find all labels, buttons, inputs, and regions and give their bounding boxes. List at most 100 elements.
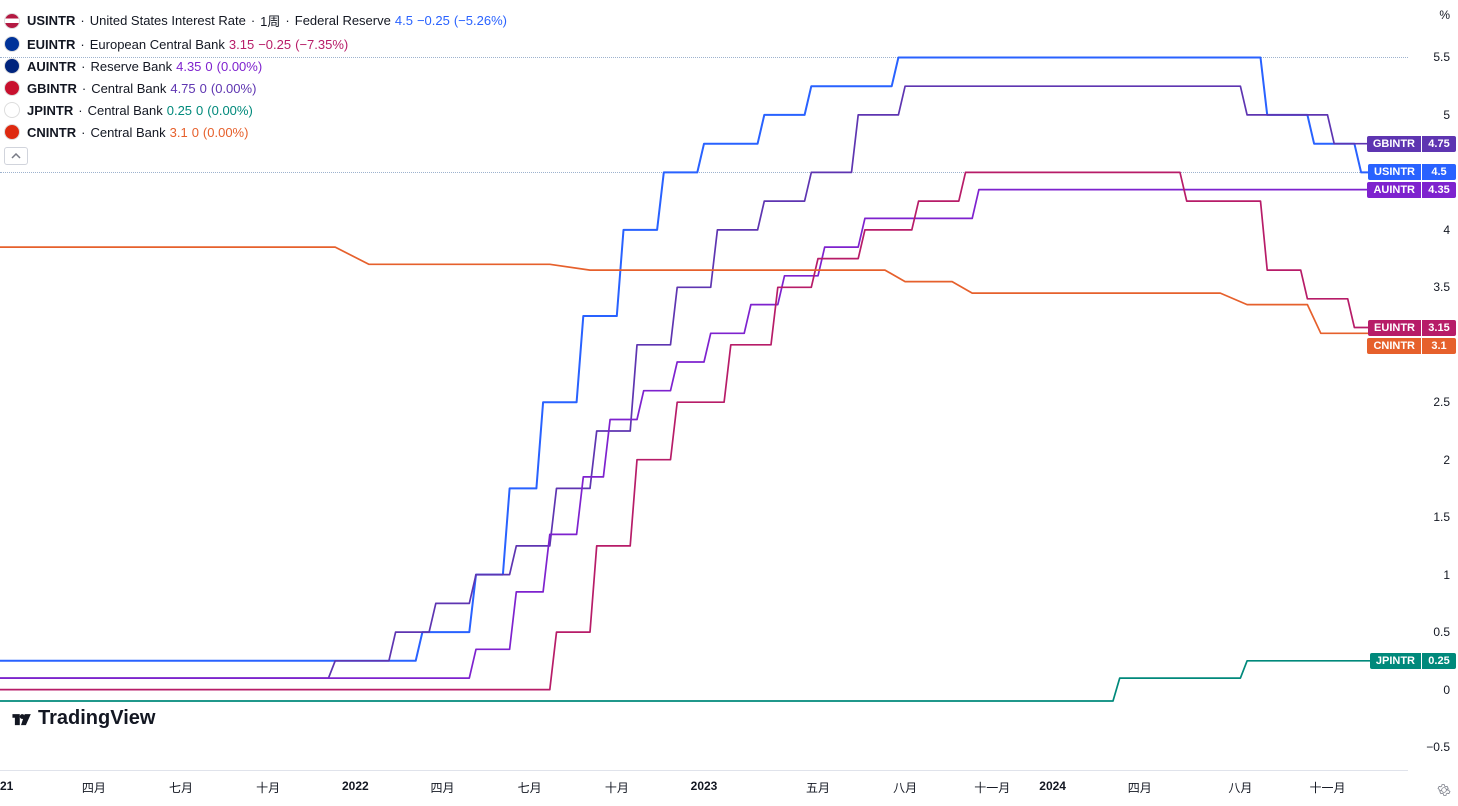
legend-pct: (0.00%) bbox=[217, 59, 263, 74]
legend-row-jpintr[interactable]: JPINTR·Central Bank 0.25 0 (0.00%) bbox=[4, 99, 507, 121]
legend-desc: Central Bank bbox=[90, 125, 165, 140]
price-badge-auintr[interactable]: AUINTR4.35 bbox=[1367, 182, 1456, 198]
price-badge-value: 3.1 bbox=[1422, 338, 1456, 354]
y-tick: 3.5 bbox=[1433, 280, 1450, 294]
price-badge-value: 4.75 bbox=[1422, 136, 1456, 152]
legend-row-primary[interactable]: USINTR · United States Interest Rate · 1… bbox=[4, 8, 507, 33]
price-badge-symbol: JPINTR bbox=[1370, 653, 1421, 669]
x-tick: 十月 bbox=[605, 779, 629, 796]
price-badge-value: 3.15 bbox=[1422, 320, 1456, 336]
price-badge-jpintr[interactable]: JPINTR0.25 bbox=[1370, 653, 1456, 669]
x-tick: 2024 bbox=[1039, 779, 1066, 793]
legend-pct: (0.00%) bbox=[207, 103, 253, 118]
legend-desc: United States Interest Rate bbox=[90, 13, 246, 28]
x-tick: 四月 bbox=[1128, 779, 1152, 796]
legend-change: 0 bbox=[196, 103, 203, 118]
x-tick: 十一月 bbox=[1310, 779, 1346, 796]
legend-value: 4.35 bbox=[176, 59, 201, 74]
legend-change: −0.25 bbox=[258, 37, 291, 52]
price-badge-symbol: AUINTR bbox=[1367, 182, 1421, 198]
legend-symbol: EUINTR bbox=[27, 37, 75, 52]
flag-icon bbox=[4, 124, 20, 140]
price-badge-gbintr[interactable]: GBINTR4.75 bbox=[1367, 136, 1456, 152]
legend-desc: Reserve Bank bbox=[90, 59, 172, 74]
chevron-up-icon bbox=[11, 153, 21, 159]
series-line-gbintr bbox=[0, 86, 1408, 678]
price-badge-symbol: EUINTR bbox=[1368, 320, 1421, 336]
price-badge-value: 4.35 bbox=[1422, 182, 1456, 198]
legend-interval: 1周 bbox=[260, 11, 280, 30]
price-badge-symbol: USINTR bbox=[1368, 164, 1421, 180]
price-badge-euintr[interactable]: EUINTR3.15 bbox=[1368, 320, 1456, 336]
x-tick: 七月 bbox=[169, 779, 193, 796]
legend-value: 4.75 bbox=[170, 81, 195, 96]
legend-row-auintr[interactable]: AUINTR·Reserve Bank 4.35 0 (0.00%) bbox=[4, 55, 507, 77]
legend-pct: (0.00%) bbox=[203, 125, 249, 140]
legend-value: 0.25 bbox=[167, 103, 192, 118]
x-tick: 十月 bbox=[256, 779, 280, 796]
x-tick: 四月 bbox=[82, 779, 106, 796]
legend-symbol: GBINTR bbox=[27, 81, 77, 96]
y-tick: 5.5 bbox=[1433, 50, 1450, 64]
x-tick: 五月 bbox=[806, 779, 830, 796]
flag-icon bbox=[4, 58, 20, 74]
legend-pct: (−7.35%) bbox=[295, 37, 348, 52]
x-tick: 十一月 bbox=[974, 779, 1010, 796]
legend-panel: USINTR · United States Interest Rate · 1… bbox=[4, 8, 507, 165]
flag-icon-us bbox=[4, 13, 20, 29]
price-badge-symbol: CNINTR bbox=[1367, 338, 1421, 354]
legend-symbol: USINTR bbox=[27, 13, 75, 28]
y-tick: −0.5 bbox=[1426, 740, 1450, 754]
x-tick: 八月 bbox=[893, 779, 917, 796]
legend-change: −0.25 bbox=[417, 13, 450, 28]
legend-desc: European Central Bank bbox=[90, 37, 225, 52]
price-badge-cnintr[interactable]: CNINTR3.1 bbox=[1367, 338, 1456, 354]
flag-icon bbox=[4, 80, 20, 96]
x-tick: 2023 bbox=[691, 779, 718, 793]
price-badge-usintr[interactable]: USINTR4.5 bbox=[1368, 164, 1456, 180]
legend-symbol: AUINTR bbox=[27, 59, 76, 74]
tradingview-watermark: TradingView bbox=[10, 707, 155, 730]
legend-value: 4.5 bbox=[395, 13, 413, 28]
legend-change: 0 bbox=[192, 125, 199, 140]
legend-change: 0 bbox=[205, 59, 212, 74]
y-tick: 1.5 bbox=[1433, 510, 1450, 524]
legend-value: 3.1 bbox=[170, 125, 188, 140]
legend-value: 3.15 bbox=[229, 37, 254, 52]
flag-icon bbox=[4, 36, 20, 52]
y-tick: 0.5 bbox=[1433, 625, 1450, 639]
legend-symbol: CNINTR bbox=[27, 125, 76, 140]
gear-icon bbox=[1437, 783, 1451, 797]
x-tick: 八月 bbox=[1228, 779, 1252, 796]
x-tick: 四月 bbox=[430, 779, 454, 796]
y-tick: 1 bbox=[1443, 568, 1450, 582]
series-line-cnintr bbox=[0, 247, 1408, 333]
x-tick: 七月 bbox=[518, 779, 542, 796]
y-tick: 5 bbox=[1443, 108, 1450, 122]
legend-row-euintr[interactable]: EUINTR·European Central Bank 3.15 −0.25 … bbox=[4, 33, 507, 55]
x-tick: 2022 bbox=[342, 779, 369, 793]
watermark-text: TradingView bbox=[38, 707, 155, 730]
legend-desc: Central Bank bbox=[91, 81, 166, 96]
legend-pct: (−5.26%) bbox=[454, 13, 507, 28]
settings-button[interactable] bbox=[1434, 780, 1454, 800]
legend-source: Federal Reserve bbox=[295, 13, 391, 28]
price-badge-symbol: GBINTR bbox=[1367, 136, 1421, 152]
legend-row-gbintr[interactable]: GBINTR·Central Bank 4.75 0 (0.00%) bbox=[4, 77, 507, 99]
legend-row-cnintr[interactable]: CNINTR·Central Bank 3.1 0 (0.00%) bbox=[4, 121, 507, 143]
series-line-auintr bbox=[0, 190, 1408, 678]
flag-icon bbox=[4, 102, 20, 118]
y-tick: 4 bbox=[1443, 223, 1450, 237]
y-tick: 2.5 bbox=[1433, 395, 1450, 409]
legend-change: 0 bbox=[200, 81, 207, 96]
tradingview-logo-icon bbox=[10, 708, 32, 730]
x-axis[interactable]: 2021四月七月十月2022四月七月十月2023五月八月十一月2024四月八月十… bbox=[0, 770, 1408, 806]
y-tick: 2 bbox=[1443, 453, 1450, 467]
price-badge-value: 0.25 bbox=[1422, 653, 1456, 669]
series-line-jpintr bbox=[0, 661, 1408, 701]
legend-desc: Central Bank bbox=[88, 103, 163, 118]
legend-pct: (0.00%) bbox=[211, 81, 257, 96]
price-badge-value: 4.5 bbox=[1422, 164, 1456, 180]
legend-symbol: JPINTR bbox=[27, 103, 73, 118]
collapse-legend-button[interactable] bbox=[4, 147, 28, 165]
